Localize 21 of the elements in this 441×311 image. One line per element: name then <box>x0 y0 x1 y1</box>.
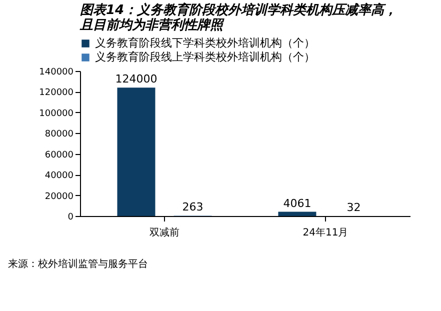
text: 且目前均为非营利性牌照 <box>80 18 223 33</box>
y-tick-label: 0 <box>68 212 74 222</box>
y-tick-label: 80000 <box>44 130 74 140</box>
text: 图表14：义务教育阶段校外培训学科类机构压减率高， <box>80 3 398 18</box>
source-note: 来源：校外培训监管与服务平台 <box>8 258 148 270</box>
data-label: 4061 <box>283 196 312 210</box>
data-label: 124000 <box>115 72 158 86</box>
data-label: 32 <box>346 200 361 214</box>
y-tick-label: 20000 <box>44 192 74 202</box>
bar <box>278 212 316 216</box>
y-tick-label: 60000 <box>44 150 74 160</box>
bar <box>117 88 156 216</box>
data-label: 263 <box>182 200 204 214</box>
y-tick-label: 100000 <box>39 108 74 119</box>
y-tick-label: 40000 <box>44 171 74 182</box>
x-tick-label: 24年11月 <box>302 226 348 238</box>
y-tick-label: 120000 <box>39 88 74 98</box>
x-tick-label: 双减前 <box>150 226 180 238</box>
legend-label: 义务教育阶段线上学科类校外培训机构（个） <box>95 50 315 64</box>
y-tick-label: 140000 <box>39 68 74 78</box>
legend-label: 义务教育阶段线下学科类校外培训机构（个） <box>95 36 315 50</box>
